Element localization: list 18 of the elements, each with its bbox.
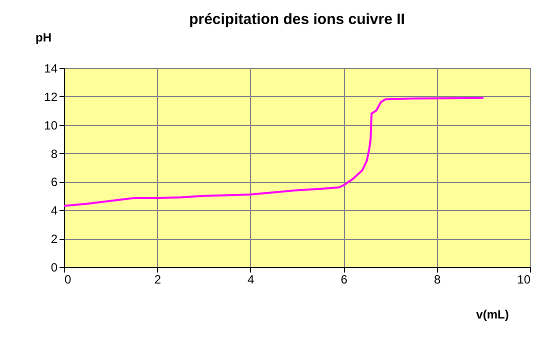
x-tick-label: 10	[517, 272, 531, 286]
y-axis-title: pH	[36, 30, 52, 44]
y-tick-label: 2	[50, 232, 58, 246]
x-tick-label: 8	[434, 272, 441, 286]
x-tick-label: 4	[248, 272, 255, 286]
x-tick-label: 0	[64, 272, 72, 286]
y-tick-label: 14	[44, 62, 58, 76]
y-tick-label: 12	[44, 90, 58, 104]
y-tick-label: 8	[50, 146, 58, 161]
y-tick-label: 0	[50, 260, 58, 274]
y-tick-label: 6	[50, 175, 58, 190]
y-tick-label: 10	[44, 118, 58, 132]
chart-title: précipitation des ions cuivre II	[189, 11, 405, 28]
x-tick-label: 2	[154, 272, 162, 286]
x-tick-label: 6	[340, 272, 348, 286]
line-series	[64, 96, 484, 207]
x-axis-title: v(mL)	[476, 308, 509, 322]
y-tick-label: 4	[50, 204, 58, 218]
